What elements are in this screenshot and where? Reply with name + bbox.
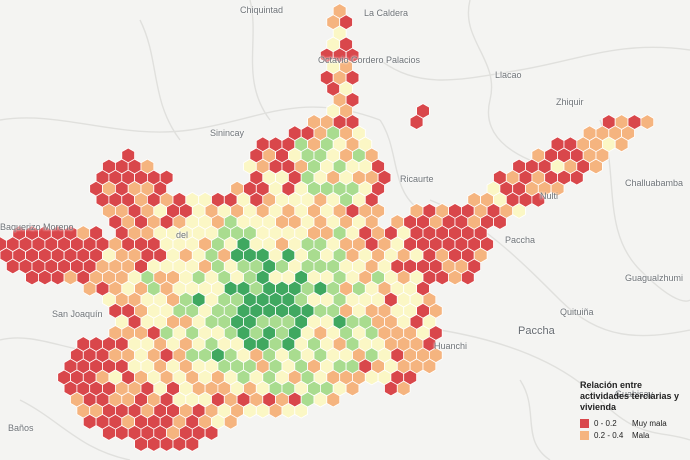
hex-cell	[396, 380, 411, 397]
place-label-baquerizo: Baquerizo Moreno	[0, 222, 74, 232]
place-label-san-joaquin: San Joaquín	[52, 309, 103, 319]
place-label-zhiquir: Zhiquir	[556, 97, 584, 107]
place-label-la-caldera: La Caldera	[364, 8, 409, 18]
place-label-nulti: Nulti	[540, 191, 559, 201]
hex-cell	[281, 402, 296, 419]
place-label-guagualzhumi: Guagualzhumi	[625, 273, 684, 283]
hex-cell	[313, 391, 328, 408]
hex-cell	[294, 402, 308, 419]
place-label-del: del	[176, 230, 189, 240]
hex-cell	[38, 269, 52, 286]
legend-title: Relación entre actividades terciarias y …	[580, 380, 680, 412]
place-label-quituina: Quituiña	[560, 307, 594, 317]
hex-cell	[422, 358, 437, 375]
road	[139, 19, 181, 141]
hex-cell	[172, 436, 187, 452]
place-label-sinincay: Sinincay	[210, 128, 245, 138]
road	[379, 119, 421, 211]
hex-cell	[531, 191, 546, 208]
road	[439, 329, 690, 441]
hex-cell	[159, 436, 174, 452]
hex-cell	[409, 114, 424, 130]
hex-cell	[63, 269, 78, 286]
hex-cell	[326, 391, 341, 408]
hex-cell	[25, 269, 39, 286]
hex-cell	[134, 436, 148, 452]
hex-cell	[435, 269, 449, 286]
legend-swatch-mala	[580, 430, 589, 440]
road	[19, 399, 131, 460]
place-label-paccha: Paccha	[518, 325, 555, 337]
place-label-octavio-cordero: Octavio Cordero Palacios	[318, 55, 421, 65]
hex-cell	[640, 114, 655, 130]
legend-range: 0.2 - 0.4	[594, 430, 624, 440]
hex-cell	[384, 380, 398, 397]
hex-cell	[147, 436, 161, 452]
legend-item-mala: 0.2 - 0.4 Mala	[580, 429, 690, 441]
hex-cell	[82, 280, 97, 297]
hex-cell	[223, 413, 238, 430]
hex-cell	[204, 425, 219, 441]
hex-cell	[115, 425, 129, 441]
hex-cell	[461, 269, 475, 286]
hex-cell	[102, 425, 116, 441]
hex-cell	[268, 402, 283, 419]
hex-cell	[589, 158, 603, 175]
place-label-challuabamba: Challuabamba	[625, 178, 684, 188]
road	[519, 379, 551, 460]
hex-cell	[345, 380, 360, 397]
legend-range: 0 - 0.2	[594, 418, 617, 428]
legend-item-muy-mala: 0 - 0.2 Muy mala	[580, 417, 690, 429]
place-label-guanchi: Huanchi	[434, 341, 468, 351]
place-label-ricaurte: Ricaurte	[400, 174, 434, 184]
hex-cell	[493, 214, 507, 230]
hex-cell	[570, 169, 584, 186]
legend-label: Muy mala	[632, 418, 667, 428]
legend: Relación entre actividades terciarias y …	[580, 380, 690, 460]
place-label-guabisay: Guabisay	[615, 389, 654, 399]
hex-cell	[512, 203, 526, 219]
hex-cell	[243, 402, 257, 419]
hex-cell	[82, 413, 97, 430]
hex-cells	[0, 3, 655, 452]
hex-cell	[550, 180, 565, 197]
hex-cell	[448, 269, 462, 286]
hex-cell	[255, 402, 270, 419]
place-label-banos: Baños	[8, 423, 34, 433]
road	[379, 46, 690, 81]
hex-cell	[6, 258, 20, 275]
hex-cell	[364, 369, 379, 386]
legend-swatch-muy-mala	[580, 418, 589, 428]
legend-label: Mala	[632, 430, 650, 440]
hex-cell	[185, 436, 200, 452]
place-label-llacao: Llacao	[495, 70, 522, 80]
place-label-chiquintad: Chiquintad	[240, 5, 284, 15]
road	[467, 0, 561, 171]
road	[249, 0, 271, 121]
road	[0, 106, 381, 133]
place-label-paccha-small: Paccha	[505, 235, 536, 245]
hex-cell	[50, 269, 65, 286]
hex-cell	[614, 136, 629, 153]
